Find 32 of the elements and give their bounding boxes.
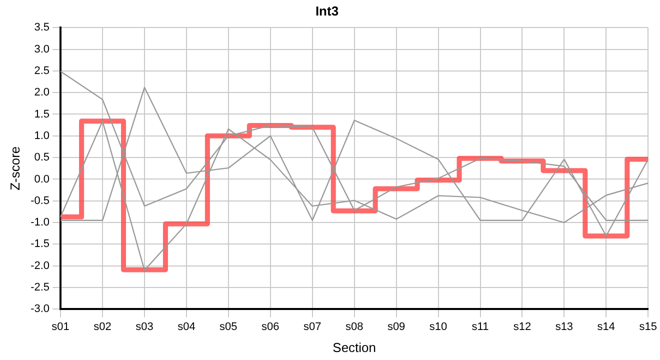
y-tick-label: 0.0 [34, 173, 50, 186]
x-tick-label: s10 [429, 320, 448, 333]
y-tick-label: -1.5 [30, 238, 50, 250]
x-tick-label: s03 [136, 320, 154, 333]
x-tick-label: s01 [52, 320, 70, 333]
y-axis-title: Z-score [7, 146, 22, 190]
y-tick-label: 2.0 [34, 86, 50, 99]
y-tick-label: -0.5 [30, 194, 50, 207]
x-tick-label: s07 [304, 320, 322, 333]
y-tick-label: 1.0 [34, 130, 50, 142]
x-tick-label: s13 [555, 320, 574, 333]
y-tick-label: -2.0 [30, 260, 50, 272]
x-tick-label: s08 [345, 320, 364, 333]
y-tick-label: 3.5 [34, 22, 50, 34]
x-tick-label: s05 [220, 320, 238, 333]
y-tick-label: 2.5 [34, 64, 50, 77]
y-tick-label: 3.0 [34, 43, 50, 56]
x-tick-label: s15 [639, 320, 658, 333]
x-tick-label: s06 [262, 320, 280, 333]
x-tick-label: s11 [472, 320, 489, 333]
y-tick-label: -2.5 [30, 282, 50, 294]
x-tick-label: s09 [387, 320, 406, 333]
y-tick-label: 1.5 [34, 108, 50, 120]
x-tick-label: s12 [513, 320, 532, 333]
y-tick-label: 0.5 [34, 152, 50, 164]
y-tick-label: -1.0 [30, 216, 50, 229]
x-tick-label: s14 [597, 320, 616, 333]
x-axis-title: Section [332, 340, 376, 355]
x-tick-label: s04 [178, 320, 196, 333]
y-tick-label: -3.0 [30, 303, 50, 316]
chart-title: Int3 [315, 3, 339, 18]
x-tick-label: s02 [94, 320, 112, 333]
